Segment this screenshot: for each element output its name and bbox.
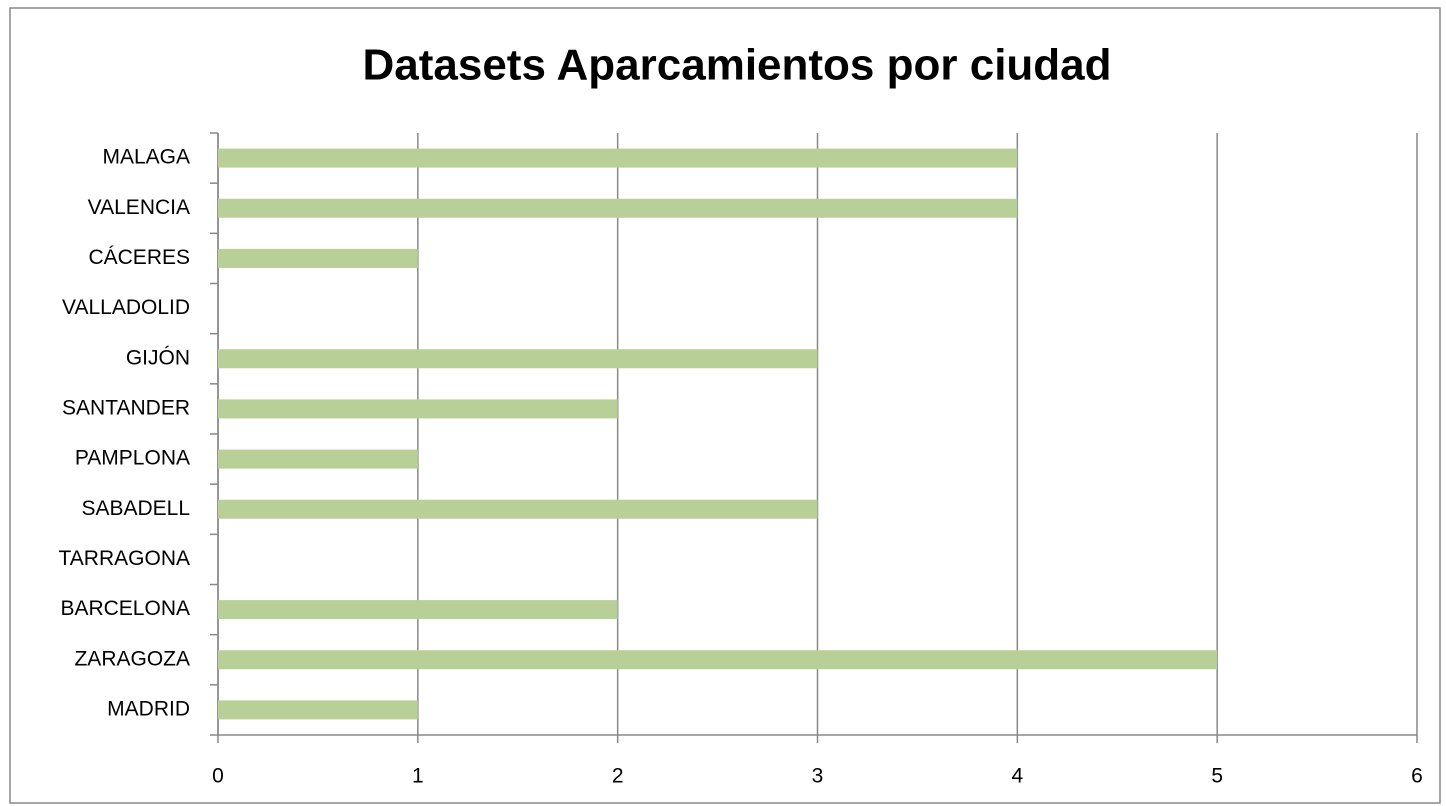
y-tick-label: BARCELONA bbox=[60, 597, 190, 620]
y-tick-label: TARRAGONA bbox=[59, 547, 190, 570]
bar bbox=[218, 349, 818, 369]
y-tick-label: MALAGA bbox=[102, 146, 190, 169]
y-tick-label: CÁCERES bbox=[88, 246, 190, 269]
bar bbox=[218, 198, 1018, 218]
bar bbox=[218, 399, 618, 419]
bar bbox=[218, 499, 818, 519]
x-tick-label: 5 bbox=[1211, 765, 1223, 788]
x-tick-label: 4 bbox=[1011, 765, 1023, 788]
bar bbox=[218, 449, 418, 469]
x-tick-label: 6 bbox=[1411, 765, 1423, 788]
y-tick-label: ZARAGOZA bbox=[74, 647, 190, 670]
y-tick-label: VALLADOLID bbox=[62, 296, 190, 319]
x-tick-label: 1 bbox=[412, 765, 424, 788]
bar bbox=[218, 148, 1018, 168]
y-tick-label: MADRID bbox=[107, 697, 190, 720]
y-tick-label: SANTANDER bbox=[62, 396, 190, 419]
x-tick-label: 0 bbox=[212, 765, 224, 788]
chart-title: Datasets Aparcamientos por ciudad bbox=[362, 41, 1111, 90]
bar bbox=[218, 700, 418, 720]
y-tick-label: GIJÓN bbox=[126, 346, 190, 369]
y-tick-label: VALENCIA bbox=[88, 196, 190, 219]
y-tick-label: PAMPLONA bbox=[75, 447, 190, 470]
bar bbox=[218, 650, 1218, 670]
y-tick-label: SABADELL bbox=[81, 497, 190, 520]
bar bbox=[218, 600, 618, 620]
x-tick-label: 3 bbox=[812, 765, 824, 788]
bar bbox=[218, 248, 418, 268]
x-tick-label: 2 bbox=[612, 765, 624, 788]
